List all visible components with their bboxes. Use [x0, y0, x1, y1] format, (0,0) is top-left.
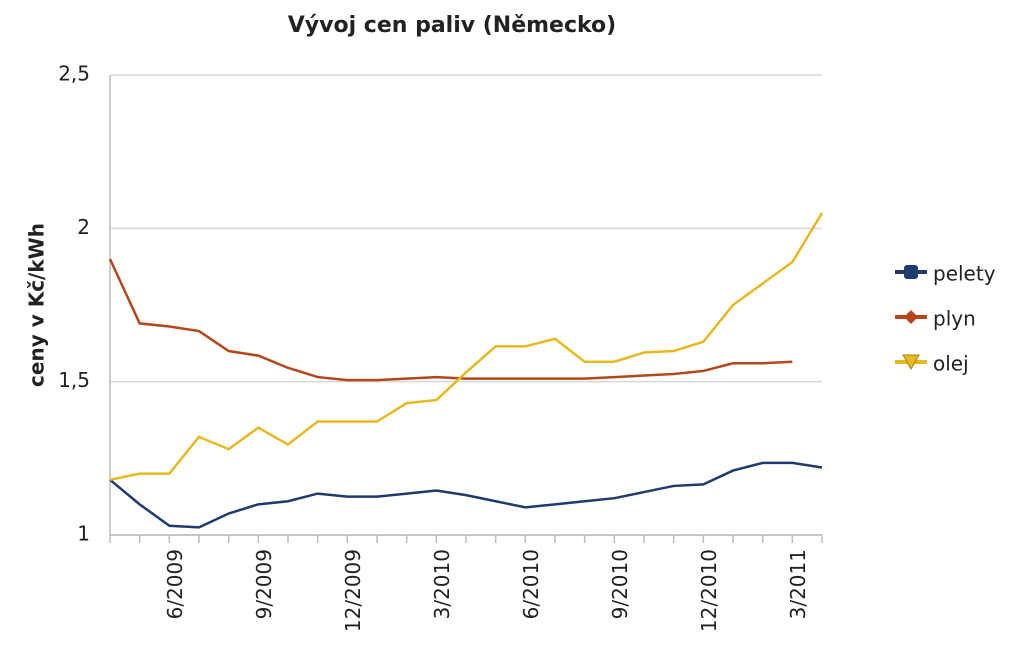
x-tick-label: 3/2011: [786, 549, 810, 619]
x-tick-label: 6/2009: [163, 549, 187, 619]
series-line: [108, 258, 793, 382]
y-tick-label: 1,5: [58, 368, 90, 392]
y-axis-label: ceny v Kč/kWh: [25, 223, 49, 387]
chart-title: Vývoj cen paliv (Německo): [288, 13, 616, 38]
x-tick-label: 9/2010: [608, 549, 632, 619]
legend-marker: [902, 354, 920, 371]
x-tick-label: 12/2009: [341, 549, 365, 632]
series-line: [109, 212, 824, 482]
legend-label: plyn: [933, 307, 976, 331]
x-tick-label: 3/2010: [430, 549, 454, 619]
y-tick-label: 2,5: [58, 62, 90, 86]
x-tick-label: 9/2009: [252, 549, 276, 619]
series-line: [109, 461, 823, 529]
legend-marker: [904, 265, 918, 279]
legend-label: pelety: [933, 262, 996, 286]
x-tick-label: 6/2010: [519, 549, 543, 619]
y-tick-label: 1: [77, 522, 90, 546]
x-tick-label: 12/2010: [697, 549, 721, 632]
y-tick-label: 2: [77, 215, 90, 239]
legend-marker: [904, 310, 918, 324]
legend-label: olej: [933, 352, 969, 376]
